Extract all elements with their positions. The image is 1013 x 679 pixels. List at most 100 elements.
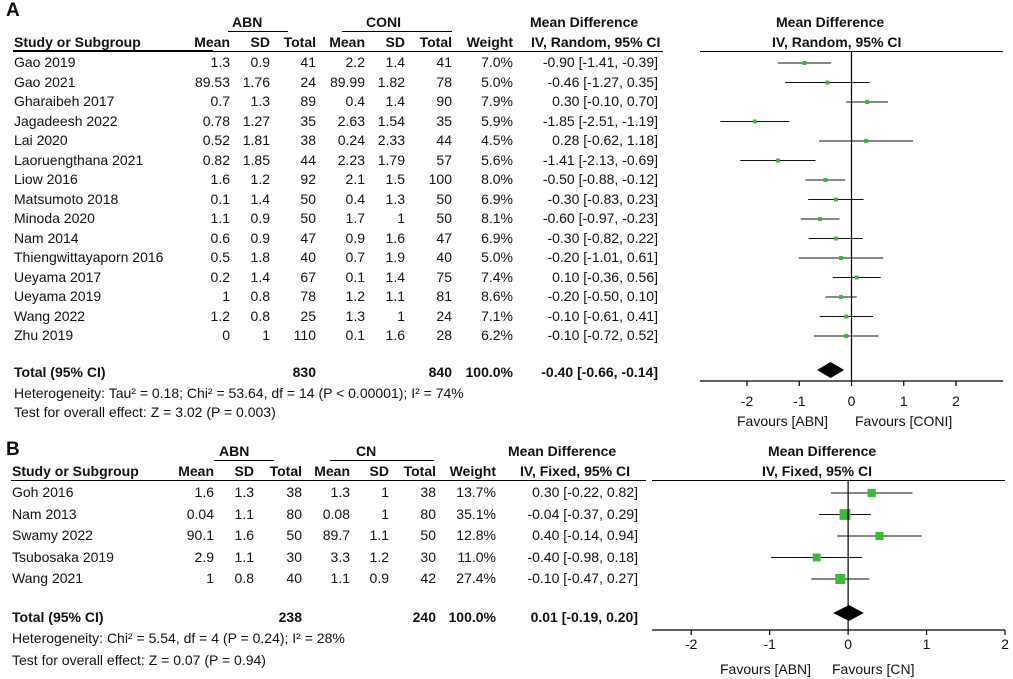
study-name: Minoda 2020 (14, 210, 95, 226)
study-n1: 44 (300, 151, 316, 168)
study-ci: -1.41 [-2.13, -0.69] (542, 151, 658, 168)
study-sd2: 1.5 (385, 171, 405, 187)
study-m1: 1.1 (210, 210, 230, 226)
study-n2: 80 (420, 505, 436, 522)
total-ci: 0.01 [-0.19, 0.20] (530, 609, 638, 625)
effect-square (867, 488, 876, 498)
total-n2: 840 (428, 364, 452, 380)
study-m2: 0.08 (322, 505, 350, 522)
study-sd2: 1.54 (377, 112, 405, 129)
study-sd1: 0.8 (234, 570, 254, 586)
study-sd1: 0.9 (250, 229, 270, 246)
study-name: Ueyama 2017 (14, 268, 102, 285)
effect-square (844, 314, 849, 319)
study-m1: 0.6 (210, 229, 230, 246)
study-sd1: 0.8 (250, 307, 270, 324)
study-n1: 110 (293, 327, 316, 343)
study-n1: 50 (300, 210, 316, 226)
study-m2: 0.9 (345, 229, 365, 246)
total-n1: 830 (292, 364, 316, 380)
study-n1: 38 (286, 484, 302, 500)
study-n2: 28 (436, 327, 452, 343)
group1-underline (214, 460, 274, 461)
study-sd1: 0.9 (250, 210, 270, 226)
group1-header: ABN (232, 14, 263, 30)
study-n2: 57 (436, 151, 452, 168)
col-header-weight: Weight (466, 34, 513, 50)
study-name: Wang 2022 (14, 307, 86, 324)
x-tick-label: 2 (1001, 636, 1009, 652)
study-n2: 40 (436, 249, 452, 265)
study-m1: 90.1 (186, 527, 214, 543)
forest-plot-panel-b: B ABN CN Mean Difference Mean Difference… (0, 440, 1013, 679)
x-tick-label: 0 (844, 636, 852, 652)
study-m2: 0.4 (345, 93, 365, 109)
plot-header-rule (652, 480, 1005, 481)
study-m2: 2.23 (337, 151, 365, 168)
md-title-table: Mean Difference (530, 14, 639, 30)
study-w: 8.1% (481, 210, 513, 226)
study-m1: 1.2 (210, 307, 230, 324)
total-label: Total (95% CI) (14, 364, 106, 380)
study-name: Jagadeesh 2022 (14, 112, 118, 129)
study-n1: 80 (286, 505, 302, 522)
forest-plot-panel-a: A ABN CONI Mean Difference Mean Differen… (6, 1, 1003, 429)
effect-square (802, 61, 807, 65)
group1-underline (228, 31, 288, 32)
study-ci: -0.10 [-0.61, 0.41] (547, 307, 658, 324)
study-m2: 2.63 (337, 112, 365, 129)
study-w: 27.4% (456, 570, 496, 586)
study-sd1: 1.8 (250, 249, 270, 265)
study-sd2: 2.33 (377, 132, 405, 148)
md-title-plot: Mean Difference (776, 14, 885, 30)
study-sd1: 1.76 (242, 73, 270, 90)
study-m2: 2.1 (345, 171, 365, 187)
study-sd1: 1.2 (250, 171, 270, 187)
study-m2: 1.7 (345, 210, 365, 226)
study-n2: 41 (436, 54, 452, 70)
study-m1: 1.6 (210, 171, 230, 187)
study-ci: -0.20 [-0.50, 0.10] (547, 288, 658, 304)
study-name: Wang 2021 (12, 570, 84, 586)
study-name: Liow 2016 (14, 171, 78, 187)
heterogeneity-text: Heterogeneity: Tau² = 0.18; Chi² = 53.64… (14, 385, 464, 401)
study-w: 6.9% (481, 190, 513, 207)
study-m2: 89.7 (322, 527, 350, 543)
study-m2: 0.24 (337, 132, 365, 148)
favours-left-label: Favours [ABN] (737, 413, 829, 429)
study-sd2: 1.3 (385, 190, 405, 207)
study-sd1: 1.85 (242, 151, 270, 168)
group2-underline (330, 460, 434, 461)
study-name: Zhu 2019 (14, 327, 74, 343)
study-ci: -0.10 [-0.72, 0.52] (547, 327, 658, 343)
effect-square (854, 275, 859, 280)
md-title-table: Mean Difference (508, 443, 617, 459)
study-name: Gao 2019 (14, 54, 76, 70)
study-name: Swamy 2022 (12, 527, 93, 543)
effect-square (844, 334, 849, 338)
study-w: 7.1% (481, 307, 513, 324)
plot-header-ci: IV, Random, 95% CI (772, 34, 902, 50)
overall-effect-text: Test for overall effect: Z = 3.02 (P = 0… (14, 404, 276, 420)
study-sd2: 1.79 (377, 151, 405, 168)
study-m2: 89.99 (329, 73, 365, 90)
study-ci: -0.30 [-0.82, 0.22] (547, 229, 658, 246)
col-header-weight: Weight (449, 463, 496, 479)
study-m2: 2.2 (345, 54, 365, 70)
study-name: Goh 2016 (12, 484, 74, 500)
study-m2: 1.1 (330, 570, 350, 586)
col-header-sd2: SD (369, 463, 389, 479)
study-n1: 38 (300, 132, 316, 148)
study-name: Laoruengthana 2021 (14, 151, 144, 168)
plot-header-ci: IV, Fixed, 95% CI (762, 463, 872, 479)
study-m1: 0.5 (210, 249, 230, 265)
study-m1: 0.1 (210, 190, 230, 207)
group1-header: ABN (219, 443, 250, 459)
study-m2: 1.2 (345, 288, 365, 304)
total-weight: 100.0% (465, 364, 513, 380)
study-n2: 44 (436, 132, 452, 148)
study-n2: 90 (436, 93, 452, 109)
x-tick-label: -2 (685, 636, 698, 652)
study-m2: 0.1 (345, 268, 365, 285)
study-sd2: 1 (381, 505, 389, 522)
